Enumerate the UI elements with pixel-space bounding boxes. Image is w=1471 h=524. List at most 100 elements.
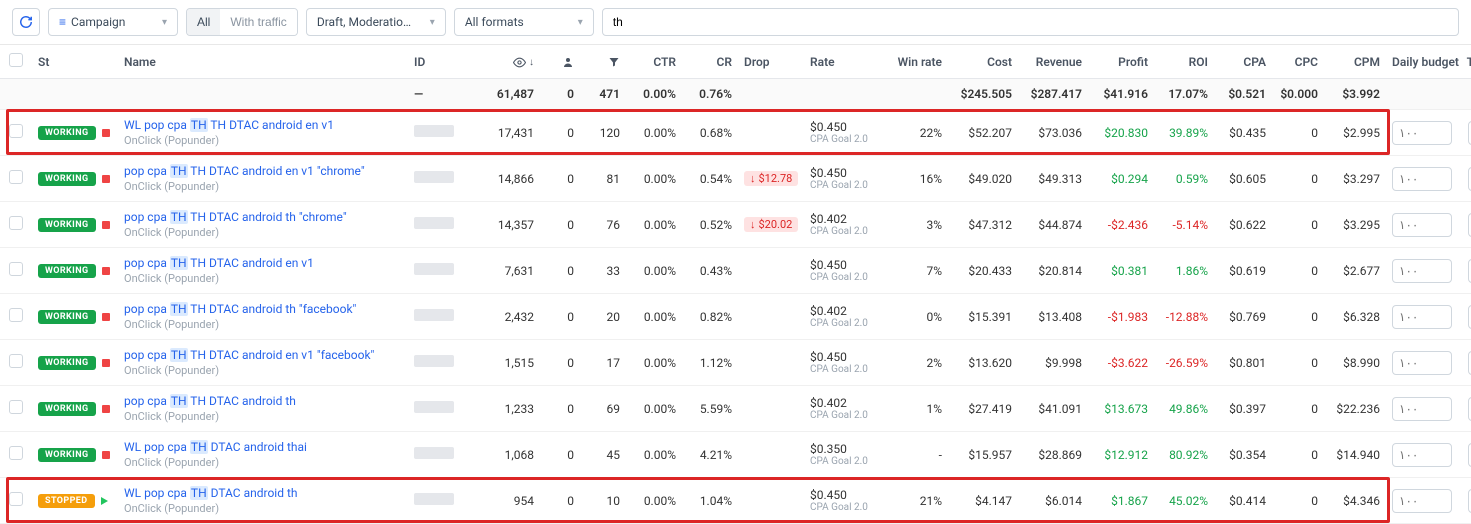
daily-budget-input[interactable]: [1392, 259, 1452, 283]
row-checkbox[interactable]: [9, 446, 23, 460]
campaign-subtype: OnClick (Popunder): [124, 456, 402, 469]
cell-drop: [738, 386, 804, 432]
status-filter-dropdown[interactable]: Draft, Moderation, Work ▾: [306, 8, 446, 36]
row-checkbox[interactable]: [9, 400, 23, 414]
daily-budget-input[interactable]: [1392, 443, 1452, 467]
refresh-button[interactable]: [12, 8, 40, 36]
stop-icon[interactable]: [102, 129, 110, 137]
drop-tag: ↓ $12.78: [744, 171, 798, 186]
cell-cpc: 0: [1272, 386, 1324, 432]
cell-roi: 80.92%: [1154, 432, 1214, 478]
table-row: WORKING pop cpa TH TH DTAC android th "f…: [0, 294, 1471, 340]
daily-budget-input[interactable]: [1392, 121, 1452, 145]
cell-rate: $0.450 CPA Goal 2.0: [804, 156, 888, 202]
row-checkbox[interactable]: [9, 354, 23, 368]
col-total-budget[interactable]: Total budget: [1460, 45, 1471, 79]
col-cpm[interactable]: CPM: [1324, 45, 1386, 79]
stop-icon[interactable]: [102, 359, 110, 367]
cell-revenue: $73.036: [1018, 110, 1088, 156]
col-cpc[interactable]: CPC: [1272, 45, 1324, 79]
cell-filter: 81: [580, 156, 626, 202]
col-checkbox: [0, 45, 32, 79]
cell-cr: 4.21%: [682, 432, 738, 478]
campaign-id: [414, 493, 454, 505]
cell-filter: 76: [580, 202, 626, 248]
daily-budget-input[interactable]: [1392, 305, 1452, 329]
cell-cpc: 0: [1272, 248, 1324, 294]
col-filter[interactable]: [580, 45, 626, 79]
col-status[interactable]: St: [32, 45, 118, 79]
campaign-dropdown[interactable]: ≡ Campaign ▾: [48, 8, 178, 36]
cell-ctr: 0.00%: [626, 340, 682, 386]
select-all-checkbox[interactable]: [9, 53, 23, 67]
formats-filter-dropdown[interactable]: All formats ▾: [454, 8, 594, 36]
daily-budget-input[interactable]: [1392, 167, 1452, 191]
stop-icon[interactable]: [102, 405, 110, 413]
campaign-name-link[interactable]: pop cpa TH TH DTAC android th "facebook": [124, 302, 356, 316]
col-ctr[interactable]: CTR: [626, 45, 682, 79]
play-icon[interactable]: [101, 497, 108, 505]
cell-impressions: 1,233: [470, 386, 540, 432]
cell-cpm: $6.328: [1324, 294, 1386, 340]
campaign-name-link[interactable]: pop cpa TH TH DTAC android th: [124, 394, 296, 408]
stop-icon[interactable]: [102, 313, 110, 321]
col-name[interactable]: Name: [118, 45, 408, 79]
campaign-name-link[interactable]: WL pop cpa TH TH DTAC android en v1: [124, 118, 334, 132]
cell-impressions: 17,431: [470, 110, 540, 156]
cell-drop: [738, 248, 804, 294]
campaign-name-link[interactable]: WL pop cpa TH DTAC android th: [124, 486, 298, 500]
row-checkbox[interactable]: [9, 216, 23, 230]
campaign-name-link[interactable]: pop cpa TH TH DTAC android en v1 "chrome…: [124, 164, 365, 178]
stop-icon[interactable]: [102, 175, 110, 183]
status-badge: WORKING: [38, 264, 96, 278]
campaign-name-link[interactable]: pop cpa TH TH DTAC android en v1 "facebo…: [124, 348, 374, 362]
col-revenue[interactable]: Revenue: [1018, 45, 1088, 79]
col-rate[interactable]: Rate: [804, 45, 888, 79]
campaign-subtype: OnClick (Popunder): [124, 364, 402, 377]
status-badge: WORKING: [38, 172, 96, 186]
seg-all-button[interactable]: All: [187, 9, 220, 35]
campaign-name-link[interactable]: pop cpa TH TH DTAC android en v1: [124, 256, 314, 270]
col-winrate[interactable]: Win rate: [888, 45, 948, 79]
chevron-down-icon: ▾: [578, 17, 583, 28]
daily-budget-input[interactable]: [1392, 351, 1452, 375]
row-checkbox[interactable]: [9, 262, 23, 276]
daily-budget-input[interactable]: [1392, 397, 1452, 421]
cell-cr: 0.54%: [682, 156, 738, 202]
col-cpa[interactable]: CPA: [1214, 45, 1272, 79]
col-roi[interactable]: ROI: [1154, 45, 1214, 79]
search-input[interactable]: [602, 8, 1459, 36]
row-checkbox[interactable]: [9, 492, 23, 506]
table-header: St Name ID ↓ CTR CR Drop Rate Win rate C…: [0, 45, 1471, 79]
cell-roi: -5.14%: [1154, 202, 1214, 248]
cell-profit: -$3.622: [1088, 340, 1154, 386]
col-profit[interactable]: Profit: [1088, 45, 1154, 79]
stop-icon[interactable]: [102, 451, 110, 459]
col-drop[interactable]: Drop: [738, 45, 804, 79]
col-users[interactable]: [540, 45, 580, 79]
cell-rate: $0.450 CPA Goal 2.0: [804, 478, 888, 524]
stop-icon[interactable]: [102, 267, 110, 275]
col-id[interactable]: ID: [408, 45, 470, 79]
cell-winrate: 21%: [888, 478, 948, 524]
stop-icon[interactable]: [102, 221, 110, 229]
col-cost[interactable]: Cost: [948, 45, 1018, 79]
cell-roi: 49.86%: [1154, 386, 1214, 432]
row-checkbox[interactable]: [9, 170, 23, 184]
cell-filter: 17: [580, 340, 626, 386]
campaign-subtype: OnClick (Popunder): [124, 272, 402, 285]
col-daily-budget[interactable]: Daily budget: [1386, 45, 1460, 79]
col-cr[interactable]: CR: [682, 45, 738, 79]
daily-budget-input[interactable]: [1392, 213, 1452, 237]
campaign-name-link[interactable]: pop cpa TH TH DTAC android th "chrome": [124, 210, 347, 224]
seg-with-traffic-button[interactable]: With traffic: [220, 9, 296, 35]
cell-profit: $13.673: [1088, 386, 1154, 432]
chevron-down-icon: ▾: [430, 17, 435, 28]
toolbar: ≡ Campaign ▾ All With traffic Draft, Mod…: [0, 0, 1471, 45]
cell-impressions: 14,357: [470, 202, 540, 248]
col-impressions[interactable]: ↓: [470, 45, 540, 79]
row-checkbox[interactable]: [9, 124, 23, 138]
campaign-name-link[interactable]: WL pop cpa TH DTAC android thai: [124, 440, 307, 454]
daily-budget-input[interactable]: [1392, 489, 1452, 513]
row-checkbox[interactable]: [9, 308, 23, 322]
